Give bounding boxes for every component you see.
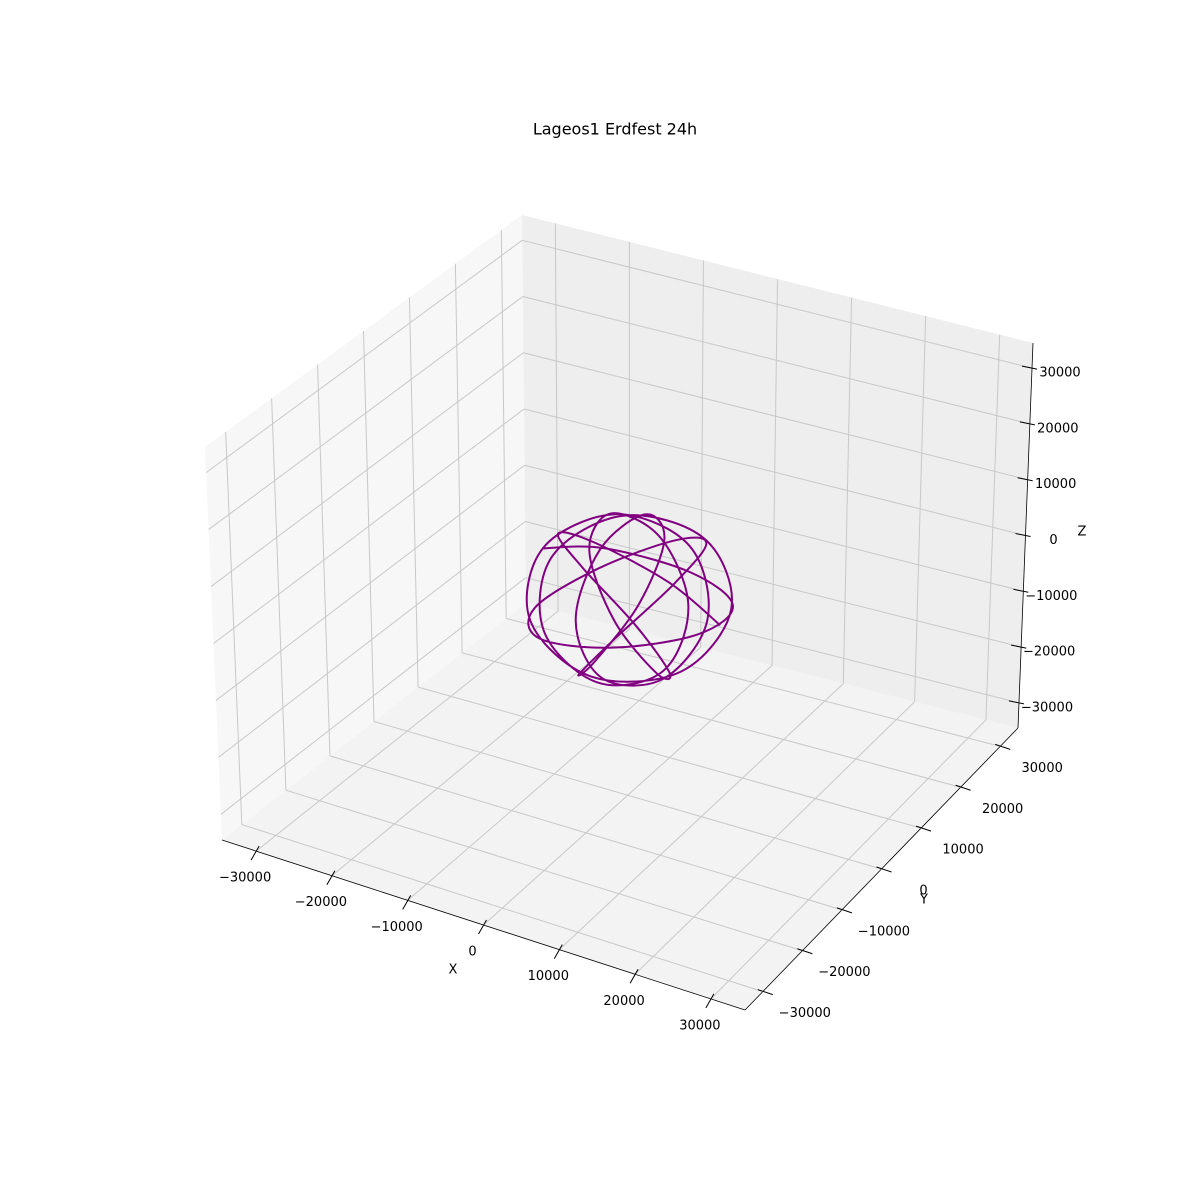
x-tick [705,993,715,1009]
grid-line [215,464,525,701]
orbit-line [525,512,734,687]
x-tick [402,895,412,910]
grid-line [523,352,1028,481]
z-axis-label: Z [1078,525,1087,540]
grid-line [522,296,1030,425]
x-tick [629,969,639,984]
z-tick [1011,644,1027,649]
z-tick [1017,477,1033,482]
back-pane [522,215,1033,728]
y-tick-label: 30000 [1022,761,1063,776]
x-tick-label: 0 [468,945,476,960]
x-tick-label: −30000 [219,871,271,886]
grid-line [213,408,525,644]
y-tick [955,784,971,791]
grid-line [218,521,526,758]
y-tick-label: 0 [919,884,927,899]
grid-line [208,296,524,530]
y-tick-label: −20000 [818,965,870,980]
y-tick [995,743,1011,750]
x-tick [250,845,260,861]
x-tick [553,944,563,959]
z-tick [1021,365,1038,370]
y-tick [876,866,892,873]
grid-line [417,686,922,829]
z-tick-label: 20000 [1037,421,1078,436]
grid-line [373,721,882,870]
grid-line [285,789,803,952]
grid-line [241,824,763,993]
y-tick [797,948,813,955]
grid-line [522,239,1033,369]
y-axis-label: Y [919,893,928,908]
grid-line [525,577,1020,704]
y-tick-label: −30000 [779,1006,831,1021]
grid-line [220,577,527,815]
left-pane [205,215,526,840]
y-tick [915,825,932,832]
x-tick-label: 30000 [679,1018,720,1033]
grid-line [524,464,1024,592]
z-tick [1008,700,1025,705]
grid-line [525,520,1022,648]
z-tick [1019,421,1035,426]
y-tick [836,907,853,914]
grid-line [329,755,843,911]
x-tick-label: 10000 [528,969,569,984]
z-tick-label: 30000 [1039,366,1080,381]
x-tick [326,870,336,885]
z-tick [1013,588,1029,593]
chart-title: Lageos1 Erdfest 24h [533,120,697,139]
grid-line [210,352,524,587]
x-tick-label: −20000 [295,895,347,910]
x-tick-label: 20000 [603,994,644,1009]
z-tick-label: −10000 [1025,589,1077,604]
grid-line [205,239,523,474]
z-tick-label: −30000 [1021,700,1073,715]
grid-line [523,408,1026,536]
z-tick-label: −20000 [1023,645,1075,660]
grid-line [506,617,1001,747]
y-tick [757,989,773,996]
x-axis-label: X [449,963,458,978]
y-tick-label: 20000 [982,802,1023,817]
x-tick [478,919,487,935]
x-tick-label: −10000 [371,920,423,935]
z-tick-label: 0 [1049,533,1057,548]
y-tick-label: 10000 [942,843,983,858]
grid-line [461,652,961,788]
floor-pane [222,603,1018,1010]
y-tick-label: −10000 [858,924,910,939]
z-tick-label: 10000 [1035,477,1076,492]
z-tick [1015,533,1031,537]
